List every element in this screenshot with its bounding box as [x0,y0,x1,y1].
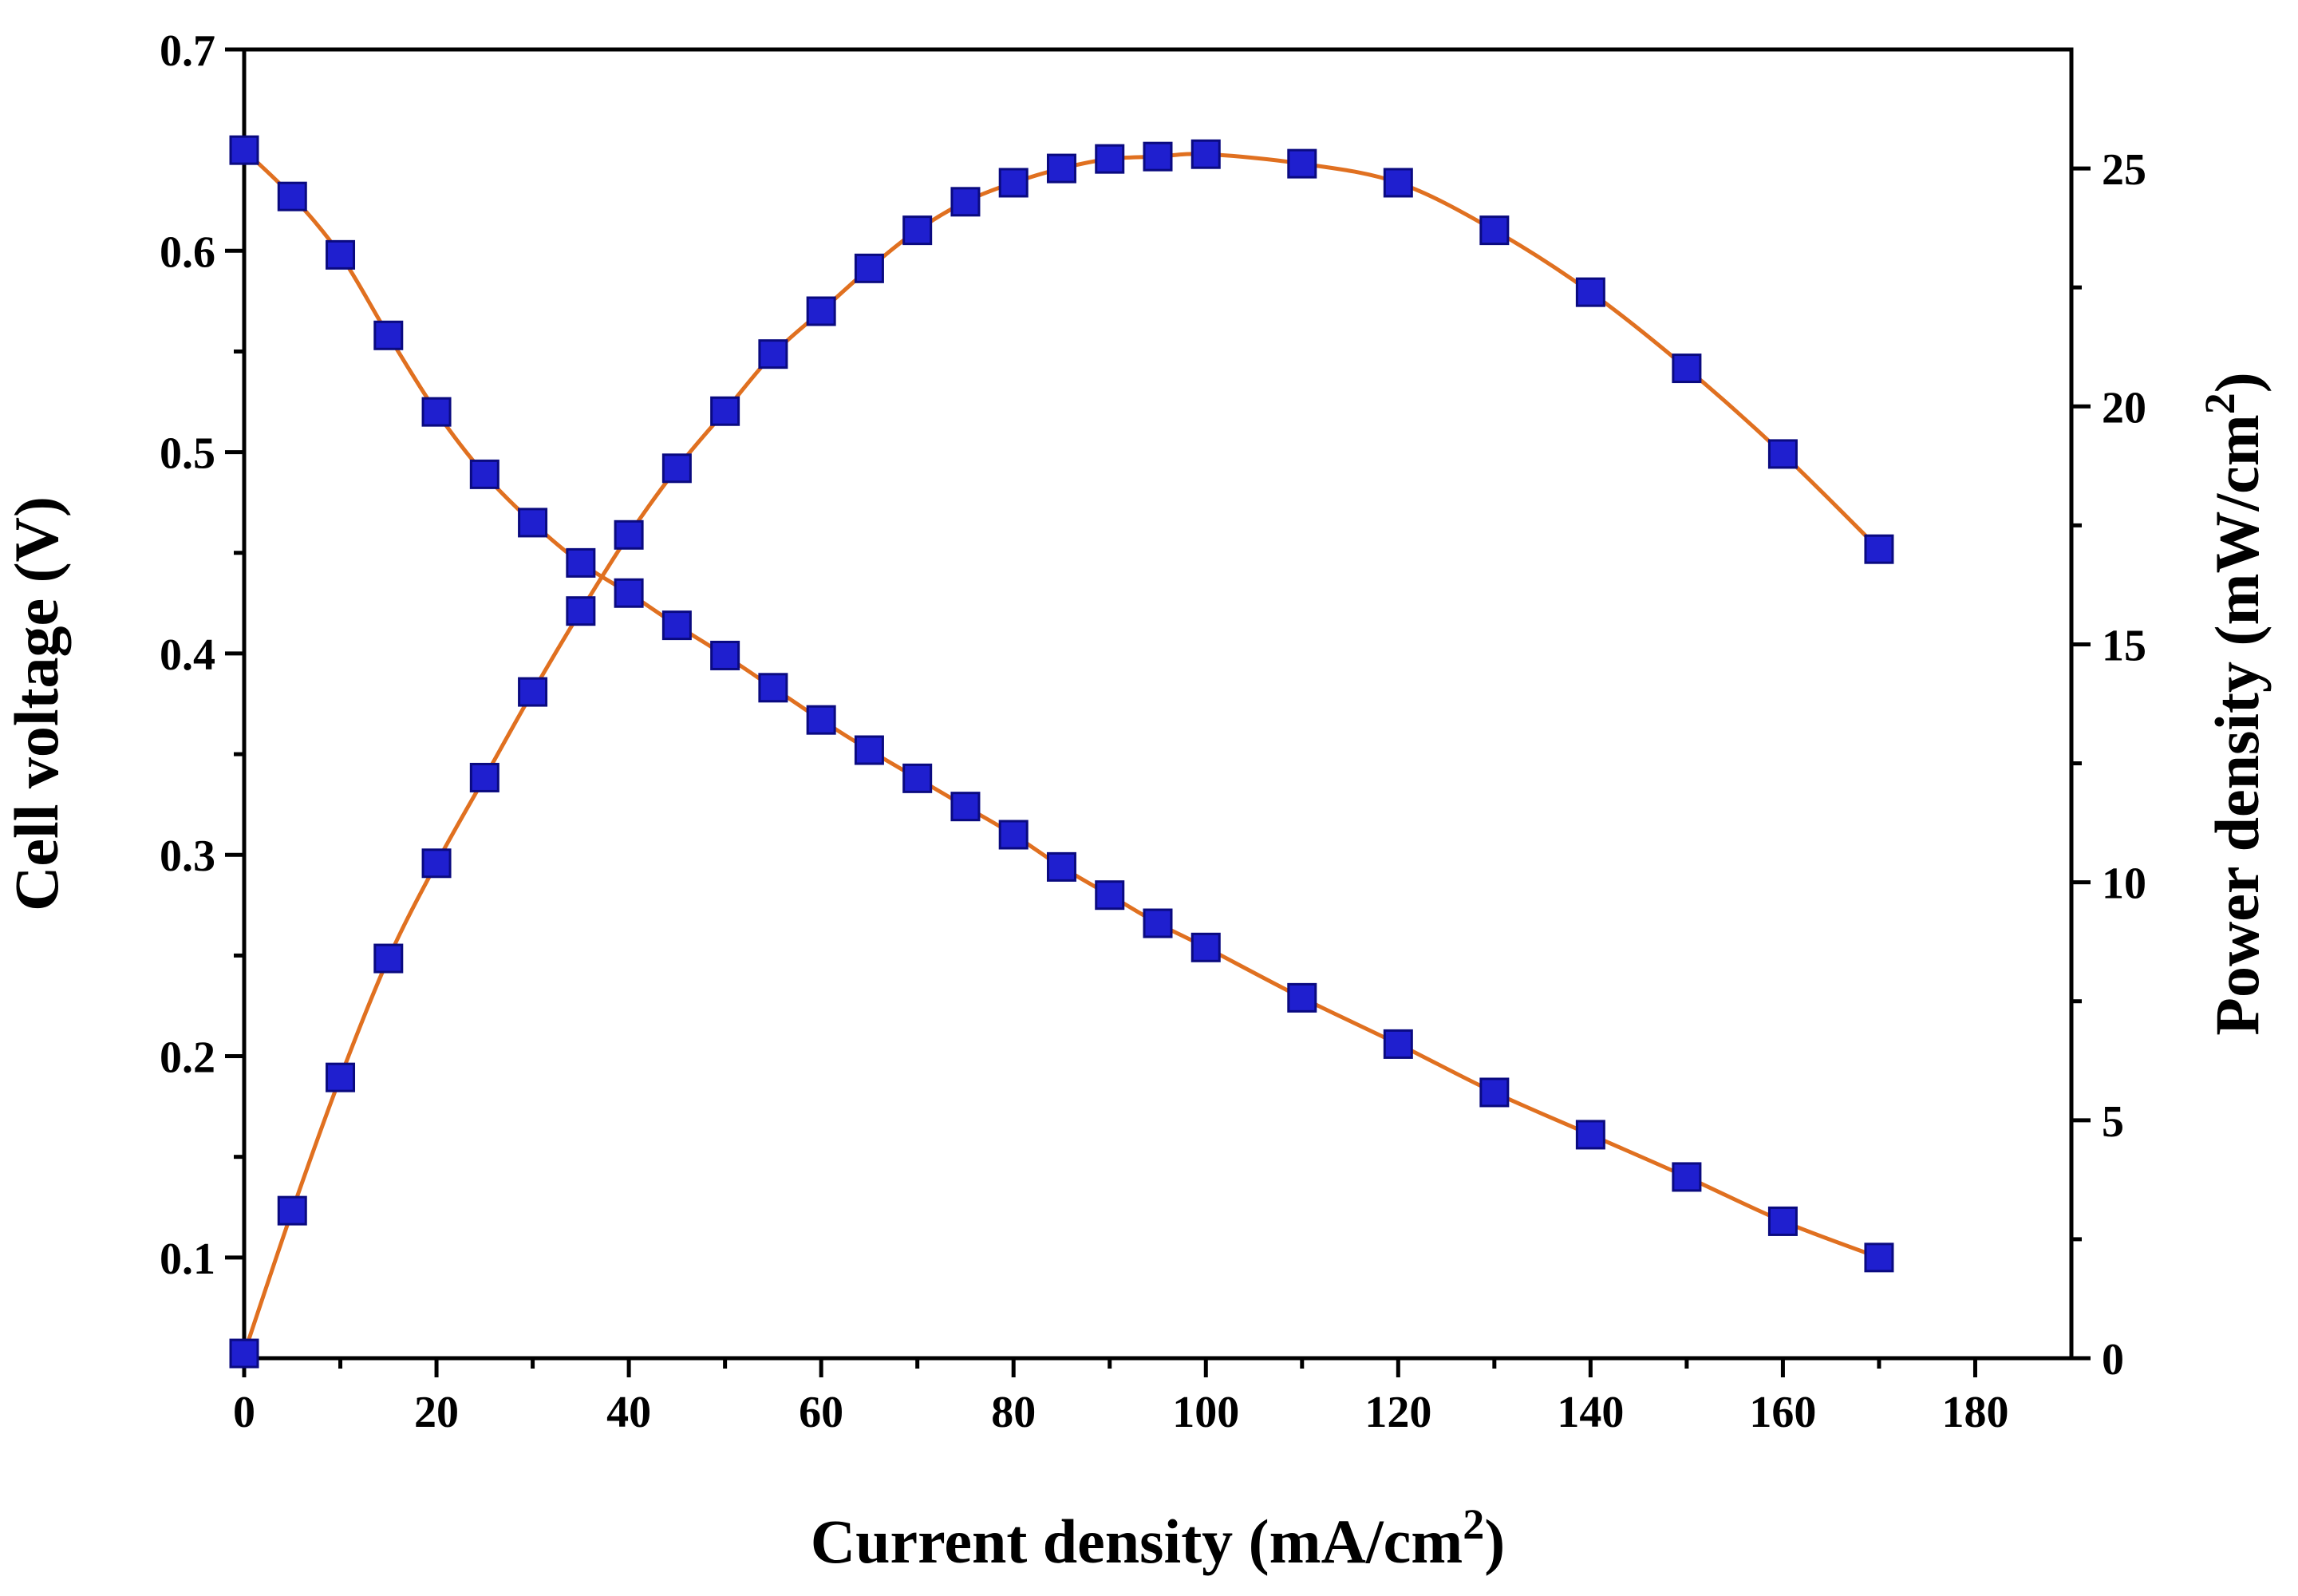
cell-voltage-point [614,578,644,608]
cell-voltage-point [854,735,884,765]
power-density-point [518,677,548,707]
y2-tick-label: 10 [2102,859,2146,909]
power-density-point [469,762,499,792]
cell-voltage-point [326,239,356,270]
power-density-point [661,453,692,484]
cell-voltage-point [277,181,307,211]
x-axis-ticks: 0 20 40 60 80 100 120 140 160 180 [233,1358,2008,1437]
cell-voltage-point [710,640,740,670]
y-tick-label: 0.6 [160,227,215,277]
power-density-point [229,1338,259,1369]
y2-axis-title: Power density (mW/cm2) [2196,372,2272,1035]
cell-voltage-point [373,320,404,350]
power-density-point [1575,277,1605,307]
cell-voltage-point [1479,1077,1510,1108]
axes [242,47,2074,1361]
y2-tick-label: 25 [2102,145,2146,195]
x-tick-label: 140 [1557,1388,1624,1437]
cell-voltage-point [1143,908,1173,938]
cell-voltage-point [758,673,788,703]
x-tick-label: 160 [1749,1388,1816,1437]
cell-voltage-point [1864,1242,1894,1273]
x-tick-label: 120 [1364,1388,1431,1437]
cell-voltage-point [1672,1162,1702,1192]
cell-voltage-point [950,792,981,822]
power-density-point [1672,354,1702,384]
power-density-point [710,396,740,426]
power-density-point [566,596,596,626]
cell-voltage-point [421,397,452,427]
series-markers [229,135,1894,1369]
x-tick-label: 40 [606,1388,651,1437]
cell-voltage-point [1575,1120,1605,1150]
power-density-point [1095,144,1125,174]
power-density-point [902,215,933,246]
cell-voltage-point [1046,851,1076,882]
power-density-point [806,296,836,326]
power-density-point [758,339,788,369]
plot-frame [242,47,2074,1361]
x-tick-label: 100 [1172,1388,1239,1437]
cell-voltage-point [229,135,259,165]
y-tick-label: 0.2 [160,1033,215,1083]
power-density-point [421,848,452,879]
power-density-point [1190,139,1221,169]
power-density-point [950,187,981,217]
y-tick-label: 0.3 [160,832,215,881]
power-density-point [1046,153,1076,184]
y-tick-label: 0.4 [160,630,215,680]
y2-tick-label: 15 [2102,621,2146,670]
cell-voltage-point [998,820,1029,850]
power-density-point [326,1062,356,1092]
cell-voltage-line [243,148,1880,1260]
y-tick-label: 0.1 [160,1235,215,1284]
series-lines [242,148,1881,1354]
y-axis-ticks: 0.1 0.2 0.3 0.4 0.5 0.6 0.7 [160,26,244,1284]
x-tick-label: 180 [1941,1388,2008,1437]
power-density-point [854,253,884,283]
x-tick-label: 20 [414,1388,459,1437]
y-axis-title: Cell voltage (V) [2,496,71,911]
cell-voltage-point [1287,982,1317,1013]
cell-voltage-point [1767,1206,1798,1236]
power-density-point [1864,534,1894,564]
cell-voltage-point [518,508,548,538]
cell-voltage-point [1383,1029,1413,1059]
cell-voltage-point [566,547,596,578]
y-tick-label: 0.5 [160,429,215,479]
x-axis-title: Current density (mA/cm2) [811,1500,1505,1576]
cell-voltage-point [1095,880,1125,911]
y2-tick-label: 0 [2102,1335,2124,1385]
cell-voltage-point [902,763,933,793]
x-tick-label: 80 [991,1388,1036,1437]
y2-axis-ticks: 0 5 10 15 20 25 [2071,145,2146,1385]
power-density-point [1383,168,1413,198]
power-density-point [1287,148,1317,179]
y-tick-label: 0.7 [160,26,215,76]
cell-voltage-point [806,705,836,735]
x-tick-label: 0 [233,1388,255,1437]
power-density-line [242,152,1881,1354]
x-tick-label: 60 [799,1388,843,1437]
cell-voltage-point [1190,932,1221,962]
cell-voltage-point [661,610,692,641]
power-density-point [373,943,404,974]
y2-tick-label: 5 [2102,1097,2124,1147]
power-density-point [998,168,1029,198]
cell-voltage-point [469,459,499,489]
power-density-point [614,519,644,550]
y2-tick-label: 20 [2102,383,2146,433]
power-density-point [1479,215,1510,246]
power-density-point [1143,141,1173,172]
power-density-point [1767,439,1798,469]
power-density-point [277,1195,307,1226]
